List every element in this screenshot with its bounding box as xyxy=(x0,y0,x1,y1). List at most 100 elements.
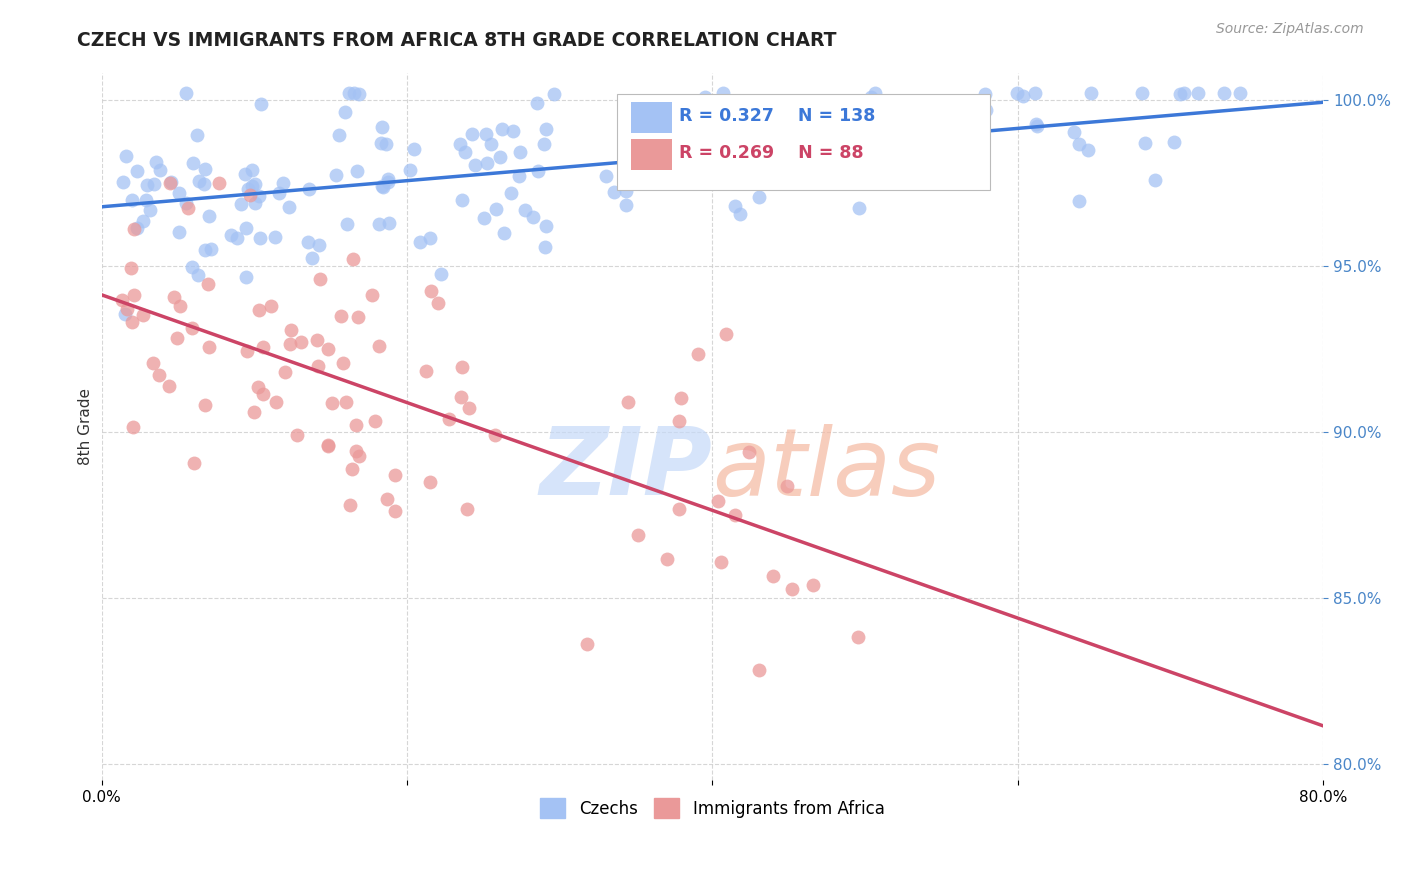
Point xyxy=(339,498,361,512)
Point xyxy=(145,154,167,169)
Point xyxy=(148,368,170,383)
Point xyxy=(860,90,883,104)
Point xyxy=(1025,119,1047,133)
Point xyxy=(169,299,191,313)
Point xyxy=(513,202,536,217)
Point xyxy=(437,411,460,425)
Text: R = 0.327    N = 138: R = 0.327 N = 138 xyxy=(679,107,876,125)
Point xyxy=(208,176,231,190)
Point xyxy=(332,356,354,370)
Point xyxy=(1130,86,1153,100)
Point xyxy=(124,288,146,302)
Point xyxy=(243,178,266,192)
Point xyxy=(236,182,259,196)
Point xyxy=(724,508,747,523)
Point xyxy=(668,414,690,428)
Point xyxy=(174,196,197,211)
Point xyxy=(775,105,797,120)
Point xyxy=(399,163,422,178)
Point xyxy=(526,95,548,110)
Point xyxy=(186,128,208,143)
FancyBboxPatch shape xyxy=(630,102,672,133)
Point xyxy=(176,201,198,215)
Point xyxy=(955,170,977,185)
Point xyxy=(974,103,997,117)
Point xyxy=(456,502,478,516)
Point xyxy=(115,301,138,316)
Point xyxy=(149,163,172,178)
Point xyxy=(614,198,637,212)
Point xyxy=(527,164,550,178)
Point xyxy=(461,127,484,141)
Point xyxy=(139,202,162,217)
Point xyxy=(183,456,205,470)
Point xyxy=(347,87,370,102)
Point xyxy=(235,167,257,181)
Point xyxy=(157,379,180,393)
Point xyxy=(285,428,308,442)
Point xyxy=(297,235,319,250)
Point xyxy=(948,168,970,182)
Point xyxy=(333,104,356,119)
Point xyxy=(1133,136,1156,150)
Point xyxy=(1173,86,1195,100)
Point xyxy=(474,127,496,141)
Point xyxy=(335,394,357,409)
Point xyxy=(114,307,136,321)
Point xyxy=(135,193,157,207)
Point xyxy=(280,337,302,351)
Point xyxy=(344,443,367,458)
Point xyxy=(271,176,294,190)
Point xyxy=(111,293,134,307)
Point xyxy=(846,630,869,644)
Point xyxy=(247,379,270,393)
Point xyxy=(263,230,285,244)
Point xyxy=(668,137,690,152)
Point xyxy=(307,359,329,373)
Point xyxy=(707,493,730,508)
Point xyxy=(243,195,266,210)
Point xyxy=(974,87,997,102)
Point xyxy=(776,478,799,492)
Point xyxy=(240,179,263,194)
Point xyxy=(115,149,138,163)
Point xyxy=(347,449,370,463)
Text: Source: ZipAtlas.com: Source: ZipAtlas.com xyxy=(1216,22,1364,37)
Point xyxy=(377,175,399,189)
Point xyxy=(231,197,253,211)
Point xyxy=(321,396,343,410)
Point xyxy=(181,260,204,274)
Point xyxy=(494,227,516,241)
Text: ZIP: ZIP xyxy=(540,423,713,515)
Point xyxy=(169,186,191,201)
Point xyxy=(142,356,165,370)
Point xyxy=(316,437,339,451)
Point xyxy=(301,252,323,266)
Point xyxy=(484,428,506,442)
Point xyxy=(269,186,291,200)
Point xyxy=(508,169,530,183)
Point xyxy=(371,179,394,194)
Point xyxy=(367,339,389,353)
Point xyxy=(132,308,155,322)
Point xyxy=(728,207,751,221)
Point xyxy=(187,268,209,282)
Point xyxy=(576,637,599,651)
Point xyxy=(1005,86,1028,100)
Point xyxy=(239,187,262,202)
Point xyxy=(197,209,219,223)
Point xyxy=(716,327,738,342)
Y-axis label: 8th Grade: 8th Grade xyxy=(79,388,93,465)
Point xyxy=(378,216,401,230)
Point xyxy=(479,137,502,152)
Point xyxy=(252,340,274,354)
Point xyxy=(762,569,785,583)
Point xyxy=(1077,143,1099,157)
Point xyxy=(371,179,394,194)
Point xyxy=(710,555,733,569)
Point xyxy=(449,136,471,151)
Point xyxy=(693,90,716,104)
Point xyxy=(125,164,148,178)
Point xyxy=(347,310,370,324)
Point xyxy=(194,161,217,176)
